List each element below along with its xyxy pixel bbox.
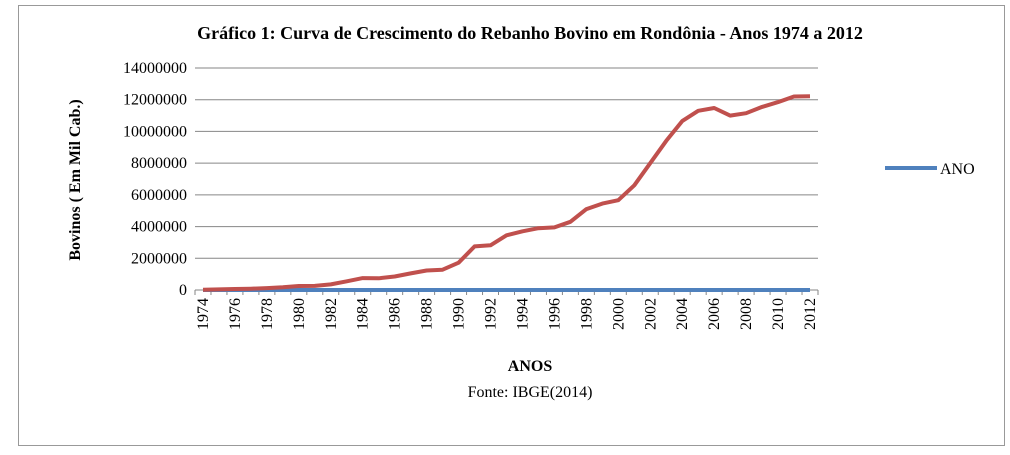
chart-border [18, 5, 1005, 446]
x-tick-label: 1988 [419, 298, 436, 330]
source: Fonte: IBGE(2014) [468, 384, 593, 401]
y-tick-label: 10000000 [123, 123, 187, 140]
y-tick-label: 2000000 [131, 250, 187, 267]
x-tick-label: 2000 [610, 298, 627, 330]
x-tick-label: 1978 [259, 298, 276, 330]
x-axis-label: ANOS [508, 358, 553, 375]
legend-label: ANO [940, 161, 975, 178]
x-tick-label: 2010 [770, 298, 787, 330]
y-tick-label: 14000000 [123, 60, 187, 77]
x-tick-label: 2004 [674, 298, 691, 330]
x-tick-label: 2012 [802, 298, 819, 330]
y-tick-label: 0 [179, 282, 187, 299]
x-tick-label: 1982 [323, 298, 340, 330]
y-tick-label: 12000000 [123, 92, 187, 109]
x-tick-label: 2002 [642, 298, 659, 330]
x-tick-label: 1998 [578, 298, 595, 330]
chart-title: Gráfico 1: Curva de Crescimento do Reban… [197, 23, 863, 43]
y-tick-label: 8000000 [131, 155, 187, 172]
x-tick-label: 1980 [291, 298, 308, 330]
y-axis-label: Bovinos ( Em Mil Cab.) [67, 99, 84, 260]
y-tick-label: 6000000 [131, 187, 187, 204]
x-tick-label: 1996 [546, 298, 563, 330]
line-series [202, 94, 811, 292]
x-tick-label: 1974 [195, 298, 212, 330]
x-tick-label: 1990 [451, 298, 468, 330]
x-tick-label: 2008 [738, 298, 755, 330]
x-tick-label: 2006 [706, 298, 723, 330]
x-tick-label: 1986 [387, 298, 404, 330]
x-tick-label: 1984 [355, 298, 372, 330]
x-tick-label: 1992 [483, 298, 500, 330]
x-tick-label: 1994 [514, 298, 531, 330]
x-tick-label: 1976 [227, 298, 244, 330]
y-tick-label: 4000000 [131, 219, 187, 236]
